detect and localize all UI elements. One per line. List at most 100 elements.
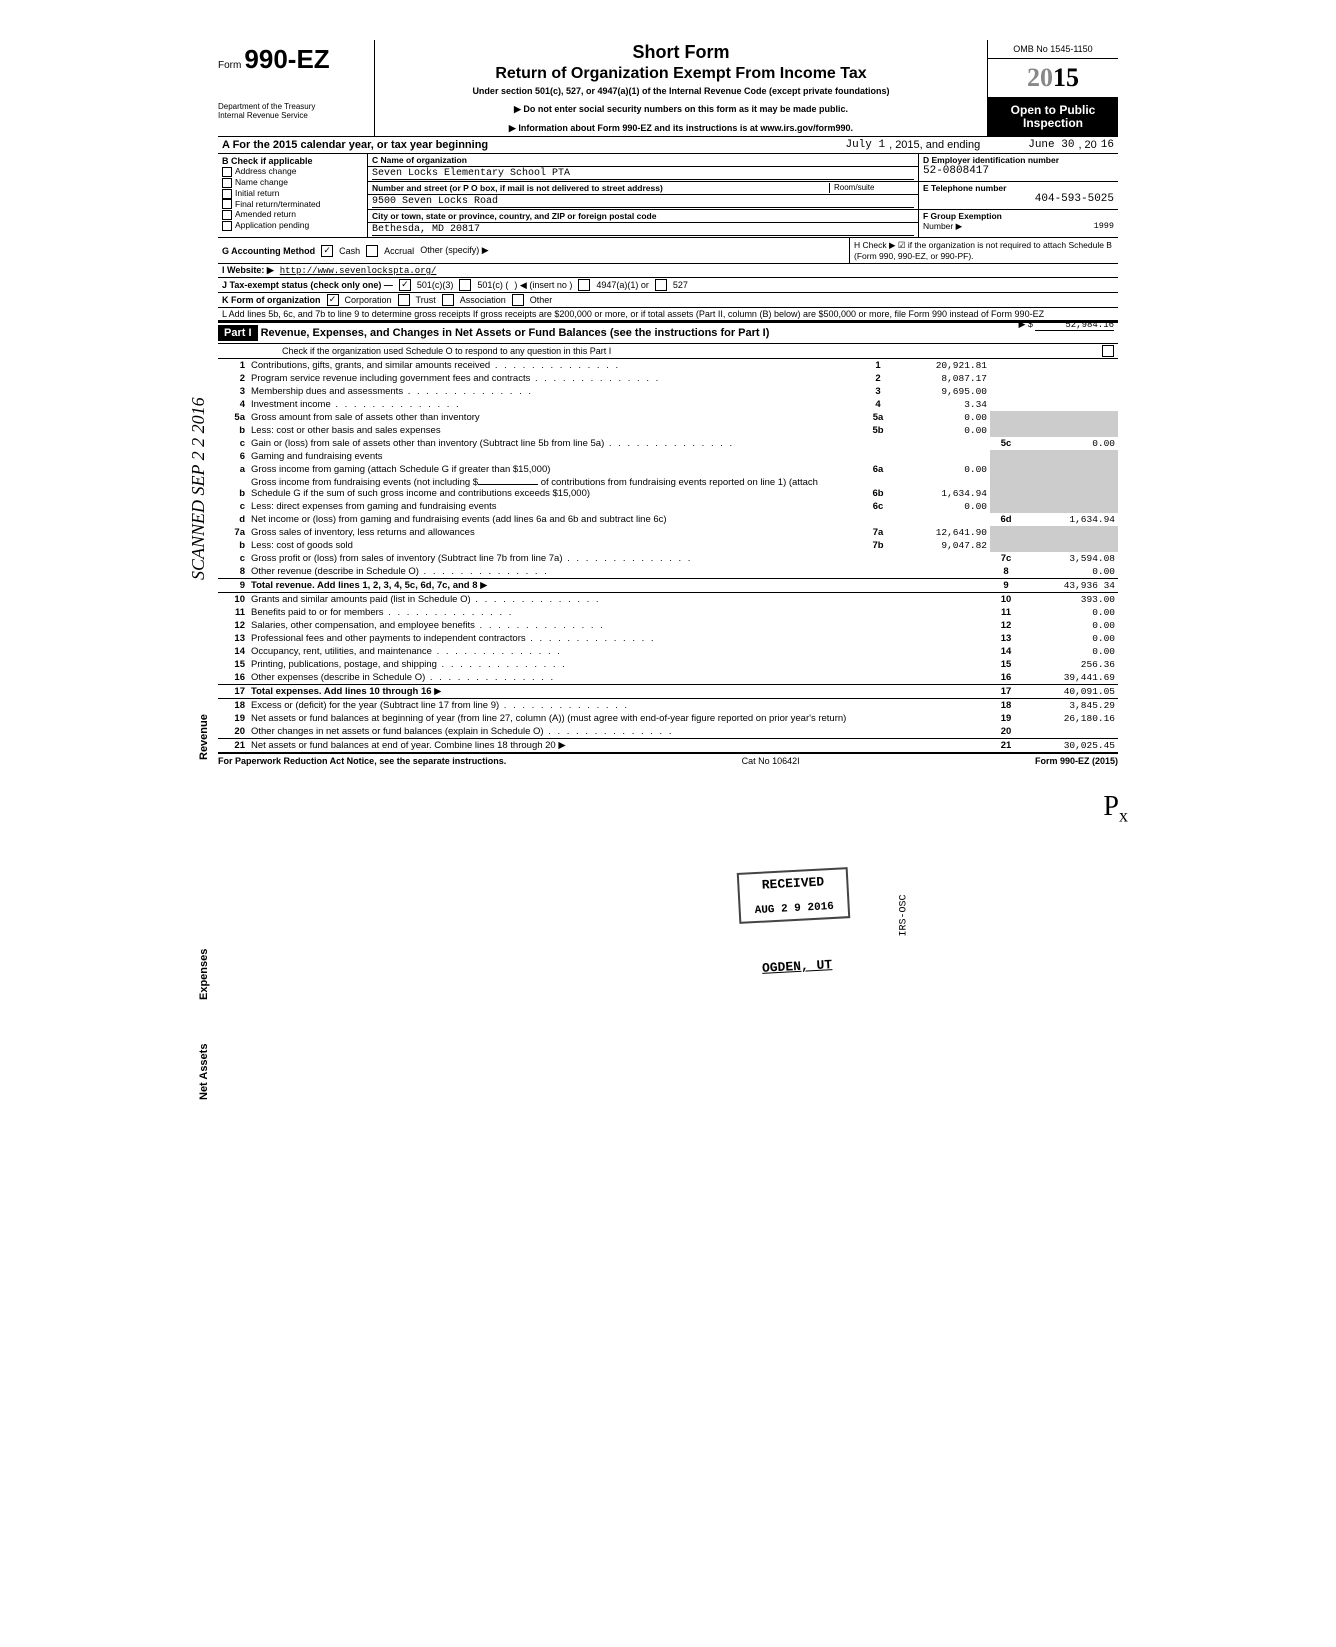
a-begin: July 1	[845, 139, 885, 151]
irs-osc-stamp: IRS-OSC	[899, 894, 910, 936]
j-527: 527	[673, 280, 688, 290]
title-short-form: Short Form	[381, 42, 981, 63]
note-info: ▶ Information about Form 990-EZ and its …	[381, 123, 981, 134]
chk-other[interactable]	[512, 294, 524, 306]
f-num-lbl: Number ▶	[923, 221, 962, 231]
header-left: Form 990-EZ Department of the Treasury I…	[218, 40, 375, 136]
line-6c: cLess: direct expenses from gaming and f…	[218, 500, 1118, 513]
k-trust: Trust	[416, 295, 436, 305]
chk-accrual[interactable]	[366, 245, 378, 257]
line-5b: bLess: cost or other basis and sales exp…	[218, 424, 1118, 437]
chk-amended[interactable]	[222, 210, 232, 220]
form-header: Form 990-EZ Department of the Treasury I…	[218, 40, 1118, 137]
c-name-lbl: C Name of organization	[372, 155, 467, 165]
year-prefix: 20	[1027, 63, 1053, 92]
j-lbl: J Tax-exempt status (check only one) —	[222, 280, 393, 290]
org-street: 9500 Seven Locks Road	[372, 196, 914, 208]
header-right: OMB No 1545-1150 2015 Open to Public Ins…	[987, 40, 1118, 136]
dept1: Department of the Treasury	[218, 102, 315, 111]
line-18: 18Excess or (deficit) for the year (Subt…	[218, 699, 1118, 713]
line-20: 20Other changes in net assets or fund ba…	[218, 725, 1118, 739]
stamp-date: AUG 2 9 2016	[754, 901, 834, 917]
chk-cash[interactable]: ✓	[321, 245, 333, 257]
line-11: 11Benefits paid to or for members110.00	[218, 606, 1118, 619]
b-header: B Check if applicable	[222, 156, 363, 166]
header-center: Short Form Return of Organization Exempt…	[375, 40, 987, 136]
gross-receipts: 52,984.16	[1035, 320, 1114, 331]
g-lbl: G Accounting Method	[222, 246, 315, 256]
row-h: H Check ▶ ☑ if the organization is not r…	[849, 238, 1118, 263]
row-i: I Website: ▶ http://www.sevenlockspta.or…	[218, 264, 1118, 278]
line-10: 10Grants and similar amounts paid (list …	[218, 593, 1118, 607]
part-i-header: Part I Revenue, Expenses, and Changes in…	[218, 322, 1118, 344]
col-b: B Check if applicable Address change Nam…	[218, 154, 368, 237]
org-city: Bethesda, MD 20817	[372, 224, 914, 236]
part-i-label: Part I	[218, 325, 258, 341]
g-other: Other (specify) ▶	[420, 245, 488, 256]
f-lbl: F Group Exemption	[923, 211, 1002, 221]
line-4: 4Investment income43.34	[218, 398, 1118, 411]
line-6: 6Gaming and fundraising events	[218, 450, 1118, 463]
chk-assoc[interactable]	[442, 294, 454, 306]
chk-initial[interactable]	[222, 189, 232, 199]
b-name: Name change	[235, 177, 288, 187]
row-j: J Tax-exempt status (check only one) — ✓…	[218, 278, 1118, 293]
row-l: L Add lines 5b, 6c, and 7b to line 9 to …	[218, 308, 1118, 322]
chk-501c3[interactable]: ✓	[399, 279, 411, 291]
chk-pending[interactable]	[222, 221, 232, 231]
group-exempt: 1999	[1094, 221, 1114, 231]
received-stamp: RECEIVED AUG 2 9 2016	[737, 867, 851, 924]
form-page: SCANNED SEP 2 2 2016 Form 990-EZ Departm…	[218, 40, 1118, 766]
chk-final[interactable]	[222, 199, 232, 209]
chk-4947[interactable]	[578, 279, 590, 291]
b-pend: Application pending	[235, 220, 309, 230]
row-k: K Form of organization ✓Corporation Trus…	[218, 293, 1118, 308]
a-mid: , 2015, and ending	[889, 139, 980, 151]
chk-corp[interactable]: ✓	[327, 294, 339, 306]
scanned-stamp: SCANNED SEP 2 2 2016	[188, 397, 209, 580]
col-c: C Name of organization Seven Locks Eleme…	[368, 154, 918, 237]
website: http://www.sevenlockspta.org/	[280, 266, 437, 276]
footer-left: For Paperwork Reduction Act Notice, see …	[218, 756, 506, 766]
col-def: D Employer identification number52-08084…	[918, 154, 1118, 237]
omb-number: OMB No 1545-1150	[988, 40, 1118, 59]
a-prefix: A For the 2015 calendar year, or tax yea…	[222, 139, 488, 151]
a-end: June 30	[1028, 139, 1074, 151]
open-public: Open to Public Inspection	[988, 98, 1118, 136]
e-lbl: E Telephone number	[923, 183, 1006, 193]
chk-501c[interactable]	[459, 279, 471, 291]
footer-mid: Cat No 10642I	[742, 756, 800, 766]
k-corp: Corporation	[345, 295, 392, 305]
expenses-label: Expenses	[198, 949, 210, 1000]
dept2: Internal Revenue Service	[218, 111, 308, 120]
line-6a: aGross income from gaming (attach Schedu…	[218, 463, 1118, 476]
b-init: Initial return	[235, 188, 279, 198]
line-7c: cGross profit or (loss) from sales of in…	[218, 552, 1118, 565]
chk-name[interactable]	[222, 178, 232, 188]
chk-527[interactable]	[655, 279, 667, 291]
k-other: Other	[530, 295, 553, 305]
form-label: Form	[218, 60, 241, 71]
ein: 52-0808417	[923, 165, 989, 177]
line-21: 21Net assets or fund balances at end of …	[218, 739, 1118, 754]
chk-address[interactable]	[222, 167, 232, 177]
l-arrow: ▶ $	[1018, 319, 1032, 329]
page-footer: For Paperwork Reduction Act Notice, see …	[218, 754, 1118, 766]
g-cash: Cash	[339, 246, 360, 256]
chk-schedule-o[interactable]	[1102, 345, 1114, 357]
line-6d: dNet income or (loss) from gaming and fu…	[218, 513, 1118, 526]
a-yr: 16	[1101, 139, 1114, 151]
line-5c: cGain or (loss) from sale of assets othe…	[218, 437, 1118, 450]
chk-trust[interactable]	[398, 294, 410, 306]
line-7b: bLess: cost of goods sold7b9,047.82	[218, 539, 1118, 552]
revenue-label: Revenue	[198, 714, 210, 760]
j-a1: 4947(a)(1) or	[596, 280, 649, 290]
line-15: 15Printing, publications, postage, and s…	[218, 658, 1118, 671]
line-19: 19Net assets or fund balances at beginni…	[218, 712, 1118, 725]
signature-mark: Px	[1103, 791, 1128, 827]
netassets-label: Net Assets	[198, 1044, 210, 1100]
phone: 404-593-5025	[1035, 193, 1114, 205]
part-i-title: Revenue, Expenses, and Changes in Net As…	[261, 327, 770, 339]
line-1: 1Contributions, gifts, grants, and simil…	[218, 359, 1118, 372]
year-suffix: 15	[1053, 63, 1079, 92]
